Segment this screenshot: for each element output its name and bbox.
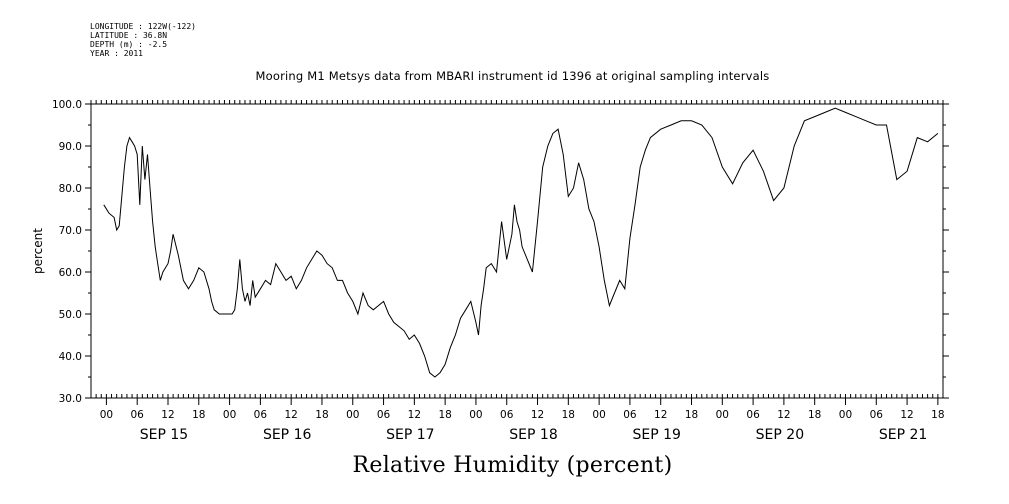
metadata-block: LONGITUDE : 122W(-122) LATITUDE : 36.8N … xyxy=(90,22,196,58)
y-tick-label: 100.0 xyxy=(52,99,82,111)
x-tick-label: 18 xyxy=(315,409,328,421)
x-tick-label: 18 xyxy=(808,409,821,421)
ticks-group xyxy=(85,100,949,405)
chart-title: Mooring M1 Metsys data from MBARI instru… xyxy=(255,69,770,83)
plot-frame xyxy=(90,103,944,399)
y-tick-label: 70.0 xyxy=(59,225,82,237)
depth-label: DEPTH (m) : -2.5 xyxy=(90,40,168,49)
x-tick-label: 00 xyxy=(223,409,236,421)
y-tick-label: 50.0 xyxy=(59,309,82,321)
year-label: YEAR : 2011 xyxy=(90,49,143,58)
x-tick-label: 12 xyxy=(284,409,297,421)
y-tick-label: 80.0 xyxy=(59,183,82,195)
x-day-label: SEP 21 xyxy=(879,427,927,443)
x-tick-label: 18 xyxy=(438,409,451,421)
y-tick-label: 30.0 xyxy=(59,393,82,405)
x-day-label: SEP 18 xyxy=(509,427,557,443)
x-tick-label: 00 xyxy=(469,409,482,421)
x-day-label: SEP 15 xyxy=(140,427,188,443)
x-day-label: SEP 17 xyxy=(386,427,434,443)
x-tick-label: 12 xyxy=(531,409,544,421)
y-axis-label: percent xyxy=(31,228,45,274)
x-tick-label: 18 xyxy=(562,409,575,421)
labels-group: 30.0 40.0 50.0 60.0 70.0 80.0 90.0 100.0 percent… xyxy=(31,99,945,443)
x-tick-label: 06 xyxy=(377,409,391,421)
x-tick-label: 00 xyxy=(346,409,359,421)
x-tick-label: 06 xyxy=(746,409,760,421)
x-tick-label: 18 xyxy=(931,409,944,421)
x-tick-label: 00 xyxy=(100,409,113,421)
x-tick-label: 06 xyxy=(500,409,514,421)
x-tick-label: 06 xyxy=(623,409,637,421)
chart-caption: Relative Humidity (percent) xyxy=(352,453,673,478)
axes-group xyxy=(90,103,944,399)
x-day-label: SEP 20 xyxy=(756,427,804,443)
series-line xyxy=(103,107,939,378)
x-tick-label: 06 xyxy=(870,409,884,421)
x-tick-label: 18 xyxy=(685,409,698,421)
x-tick-label: 00 xyxy=(592,409,605,421)
x-tick-label: 06 xyxy=(254,409,268,421)
chart-caption-container: Relative Humidity (percent) xyxy=(0,453,1009,478)
latitude-label: LATITUDE : 36.8N xyxy=(90,31,168,40)
x-tick-label: 06 xyxy=(131,409,145,421)
x-tick-label: 18 xyxy=(192,409,205,421)
x-tick-label: 12 xyxy=(161,409,174,421)
x-tick-label: 00 xyxy=(839,409,852,421)
x-tick-label: 12 xyxy=(900,409,913,421)
chart-title-container: Mooring M1 Metsys data from MBARI instru… xyxy=(0,69,1009,83)
x-day-label: SEP 19 xyxy=(632,427,680,443)
y-tick-label: 40.0 xyxy=(59,351,82,363)
y-tick-label: 60.0 xyxy=(59,267,82,279)
x-day-label: SEP 16 xyxy=(263,427,312,443)
x-tick-label: 00 xyxy=(716,409,729,421)
y-tick-label: 90.0 xyxy=(59,141,82,153)
longitude-label: LONGITUDE : 122W(-122) xyxy=(90,22,196,31)
x-tick-label: 12 xyxy=(777,409,790,421)
x-tick-label: 12 xyxy=(654,409,667,421)
x-tick-label: 12 xyxy=(408,409,421,421)
